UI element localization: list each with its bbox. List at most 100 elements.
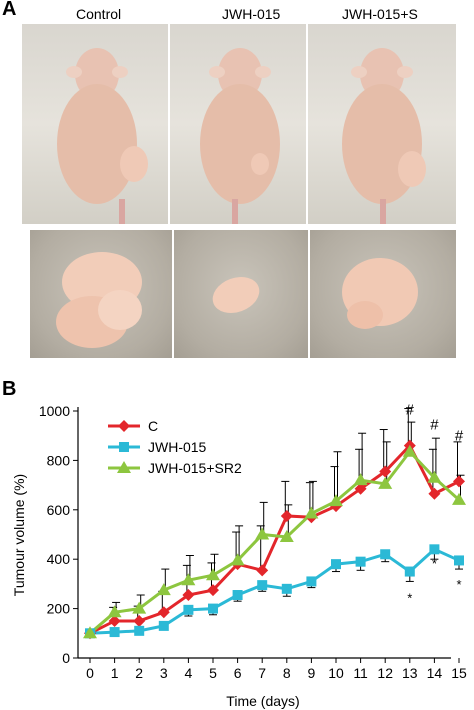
x-tick-label: 7 <box>258 665 266 681</box>
x-tick-label: 9 <box>308 665 316 681</box>
tumor-photo-control <box>30 230 172 358</box>
series-line-jwh-015-sr2 <box>89 449 461 635</box>
legend-label: C <box>148 418 158 434</box>
tumor-photo-jwh015-sr2 <box>310 230 456 358</box>
data-point-jwh-015-sr2 <box>329 494 343 507</box>
series-line-c <box>89 443 460 635</box>
data-point-jwh-015 <box>134 625 145 636</box>
series-markers <box>83 439 466 640</box>
data-point-jwh-015-sr2 <box>230 553 245 566</box>
asterisk-annotation: * <box>432 556 437 571</box>
y-tick-label: 200 <box>47 601 71 617</box>
chart-legend: C JWH-015 JWH-015+SR2 <box>108 418 242 476</box>
data-point-c <box>108 614 121 627</box>
tumor-illustration-jwh015-sr2 <box>342 258 418 329</box>
data-point-jwh-015 <box>380 549 391 560</box>
y-tick-label: 800 <box>47 452 71 468</box>
mouse-photo-control <box>22 24 168 224</box>
x-tick-label: 0 <box>86 665 94 681</box>
data-point-jwh-015 <box>404 566 415 577</box>
data-point-jwh-015-sr2 <box>132 601 147 614</box>
legend-marker <box>118 420 130 432</box>
data-point-jwh-015-sr2 <box>156 583 171 596</box>
data-point-jwh-015-sr2 <box>402 444 417 457</box>
data-point-jwh-015 <box>109 627 120 638</box>
y-tick-label: 400 <box>47 551 71 567</box>
data-point-c <box>207 584 219 597</box>
data-point-jwh-015 <box>257 580 268 591</box>
data-point-c <box>157 606 170 619</box>
data-point-jwh-015-sr2 <box>353 473 368 486</box>
mouse-illustration-control <box>57 48 148 224</box>
y-axis-label: Tumour volume (%) <box>11 474 27 596</box>
x-tick-label: 12 <box>377 665 393 681</box>
asterisk-annotation: * <box>456 577 461 592</box>
x-tick-label: 2 <box>135 665 143 681</box>
mouse-photo-jwh015 <box>170 24 306 224</box>
hash-annotation: # <box>430 417 439 434</box>
data-point-jwh-015 <box>183 604 194 615</box>
data-point-jwh-015-sr2 <box>107 605 122 618</box>
data-point-jwh-015-sr2 <box>279 529 294 542</box>
mouse-illustration-jwh015-sr2 <box>342 48 426 224</box>
mouse-illustration-jwh015 <box>200 48 280 224</box>
x-tick-label: 8 <box>283 665 291 681</box>
group-label-control: Control <box>76 6 122 22</box>
tumor-photo-jwh015 <box>174 230 308 358</box>
data-point-jwh-015-sr2 <box>427 470 442 483</box>
series-lines <box>89 443 461 635</box>
data-point-jwh-015-sr2 <box>206 568 220 581</box>
x-tick-label: 14 <box>427 665 443 681</box>
data-point-c <box>379 465 392 478</box>
data-point-jwh-015-sr2 <box>304 506 319 519</box>
data-point-jwh-015 <box>306 576 317 587</box>
data-point-jwh-015 <box>281 583 292 594</box>
y-tick-label: 1000 <box>39 403 70 419</box>
hash-annotation: # <box>455 428 464 445</box>
legend-marker <box>117 461 131 473</box>
data-point-jwh-015 <box>429 544 440 555</box>
x-axis-label: Time (days) <box>226 693 299 709</box>
mouse-photo-jwh015-sr2 <box>308 24 456 224</box>
panel-a-letter: A <box>2 0 17 20</box>
x-tick-label: 10 <box>328 665 344 681</box>
y-tick-label: 0 <box>62 650 70 666</box>
data-point-jwh-015-sr2 <box>83 626 97 639</box>
data-point-jwh-015 <box>232 590 243 601</box>
hash-annotation: # <box>406 402 415 419</box>
data-point-jwh-015 <box>208 603 218 614</box>
data-point-c <box>256 564 269 577</box>
x-tick-label: 5 <box>209 665 217 681</box>
data-point-jwh-015-sr2 <box>378 476 393 489</box>
data-point-c <box>182 589 195 602</box>
data-point-c <box>453 475 465 488</box>
data-point-c <box>133 614 146 627</box>
data-point-jwh-015-sr2 <box>255 527 270 540</box>
data-point-jwh-015 <box>355 556 366 567</box>
x-tick-label: 15 <box>451 665 467 681</box>
data-point-jwh-015 <box>454 555 464 566</box>
x-tick-label: 1 <box>111 665 119 681</box>
data-point-c <box>280 509 293 522</box>
legend-label: JWH-015+SR2 <box>148 460 242 476</box>
data-point-c <box>354 482 367 495</box>
x-tick-label: 13 <box>402 665 418 681</box>
series-line-jwh-015 <box>89 547 460 635</box>
y-tick-label: 600 <box>47 502 71 518</box>
data-point-jwh-015 <box>158 620 169 631</box>
data-point-jwh-015 <box>331 559 341 570</box>
x-tick-label: 3 <box>160 665 168 681</box>
x-tick-label: 6 <box>234 665 242 681</box>
data-point-jwh-015-sr2 <box>452 492 466 505</box>
asterisk-annotation: * <box>407 590 412 605</box>
tumor-illustration-control <box>56 252 142 348</box>
x-tick-label: 4 <box>185 665 193 681</box>
tumor-illustration-jwh015 <box>212 277 260 313</box>
significance-annotations: # # # * * * <box>406 402 464 606</box>
data-point-jwh-015-sr2 <box>181 573 196 586</box>
legend-label: JWH-015 <box>148 439 207 455</box>
legend-marker <box>119 442 129 452</box>
data-point-c <box>428 487 441 500</box>
